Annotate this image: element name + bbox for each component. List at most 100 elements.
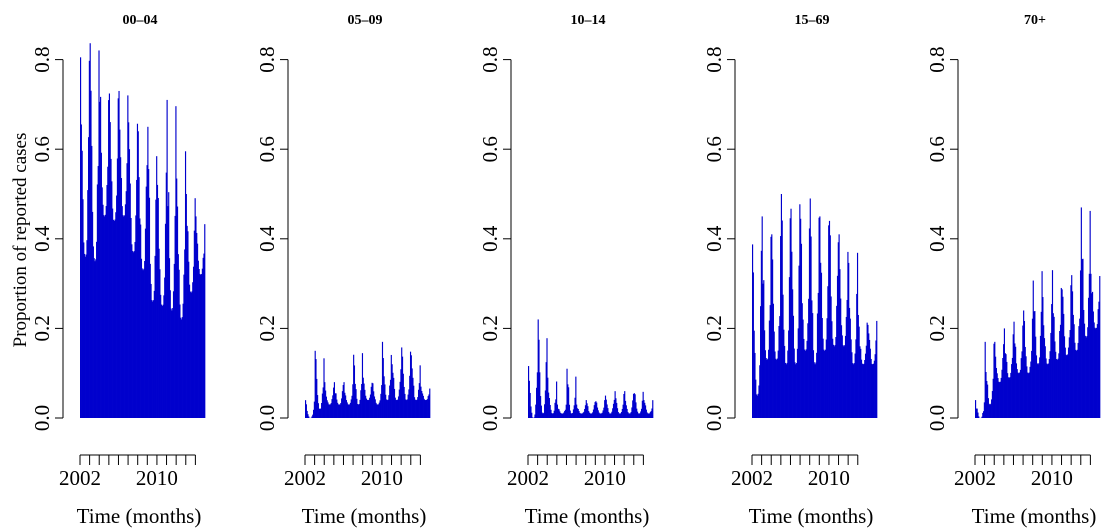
y-tick-label: 0.0 — [702, 405, 726, 431]
bar — [767, 358, 769, 418]
bar — [620, 412, 623, 418]
bar — [1001, 369, 1003, 418]
bar — [425, 400, 427, 418]
bar — [369, 394, 372, 418]
bar — [1014, 343, 1016, 418]
bar — [575, 376, 577, 418]
bar — [632, 400, 634, 418]
bar — [592, 412, 594, 418]
bar — [186, 225, 188, 418]
bar — [862, 364, 864, 418]
x-tick-label: 2002 — [284, 466, 326, 490]
bar — [577, 408, 579, 418]
bar — [1056, 359, 1058, 418]
bar — [1044, 346, 1046, 418]
bar — [546, 338, 548, 418]
bar — [426, 399, 428, 418]
bar — [316, 378, 318, 418]
bar — [1060, 287, 1062, 418]
bar — [528, 380, 530, 418]
bar — [608, 413, 611, 418]
bar — [853, 363, 855, 418]
bar — [603, 407, 605, 418]
bar — [987, 384, 989, 418]
bar — [1004, 353, 1006, 418]
bar — [388, 395, 390, 418]
bar — [1049, 351, 1051, 418]
x-tick-label: 2010 — [361, 466, 403, 490]
bar — [92, 211, 94, 418]
bar — [829, 235, 831, 418]
bar — [1028, 372, 1030, 418]
bar — [427, 396, 429, 418]
bar — [124, 215, 126, 418]
bar — [637, 413, 639, 418]
bar — [108, 93, 110, 419]
bar — [128, 122, 130, 418]
bar — [1091, 293, 1093, 418]
bar — [423, 398, 425, 418]
bar — [102, 204, 104, 418]
bar — [1091, 291, 1094, 418]
bar — [536, 372, 538, 418]
bar — [104, 216, 106, 418]
bar — [554, 402, 556, 418]
bar — [596, 407, 599, 418]
bar — [758, 385, 760, 418]
bar — [982, 412, 984, 418]
bar — [1021, 351, 1023, 418]
bar — [193, 230, 195, 418]
bar — [202, 257, 204, 418]
bar — [92, 246, 94, 418]
bar — [994, 341, 996, 418]
bar — [1007, 373, 1009, 418]
bar — [1082, 258, 1084, 418]
bar — [396, 400, 398, 418]
bar — [134, 241, 136, 418]
bar — [840, 298, 842, 418]
bar — [634, 394, 636, 418]
bar — [85, 254, 87, 418]
bar — [355, 389, 357, 418]
bar — [1061, 289, 1063, 418]
bar — [572, 409, 575, 418]
bar — [806, 340, 808, 418]
bar — [621, 408, 623, 418]
bar — [170, 308, 172, 418]
bar — [158, 248, 160, 418]
bar — [123, 216, 125, 418]
bar — [408, 389, 410, 418]
bar — [818, 217, 820, 418]
bar — [93, 258, 95, 418]
bar — [133, 251, 135, 418]
bar — [179, 304, 181, 418]
bar — [1023, 310, 1025, 418]
bar — [1034, 311, 1036, 418]
bar — [192, 266, 195, 418]
bar — [625, 405, 627, 418]
x-tick-label: 2010 — [136, 466, 178, 490]
bar — [846, 299, 848, 418]
bar — [360, 390, 362, 418]
bar — [145, 186, 147, 418]
bar — [393, 388, 396, 418]
bar — [341, 398, 343, 418]
bar — [863, 363, 865, 418]
bar — [172, 308, 174, 418]
bar — [385, 399, 388, 418]
bar — [814, 364, 816, 418]
bar — [995, 367, 997, 418]
bar — [1068, 337, 1070, 418]
bar — [820, 272, 823, 418]
bar — [562, 413, 564, 418]
bar — [616, 402, 618, 418]
bar — [1017, 372, 1019, 418]
bar — [164, 223, 167, 418]
bar — [812, 313, 814, 418]
y-tick-label: 0.8 — [925, 46, 949, 72]
bar — [556, 404, 558, 418]
bar — [615, 398, 617, 418]
bar — [757, 393, 759, 418]
bar — [627, 412, 629, 418]
bar — [345, 400, 348, 418]
